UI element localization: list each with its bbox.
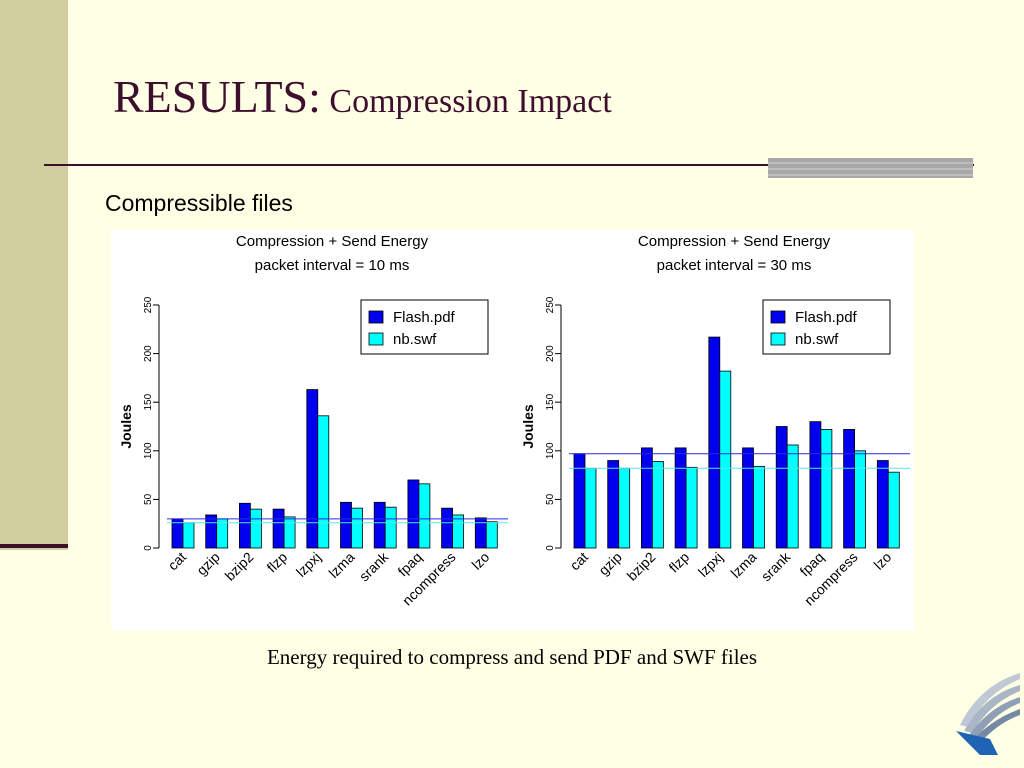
- bar-swf: [249, 508, 262, 549]
- bar-swf: [719, 370, 732, 549]
- bar-pdf: [373, 501, 386, 549]
- bar-swf: [854, 450, 867, 549]
- figure-caption: Energy required to compress and send PDF…: [266, 645, 758, 669]
- legend-swatch: [368, 332, 384, 346]
- side-accent-line: [0, 544, 68, 548]
- bar-pdf: [407, 479, 420, 549]
- bar-pdf: [876, 460, 889, 549]
- bar-swf: [887, 471, 900, 549]
- y-tick-label: 150: [545, 393, 556, 410]
- y-axis-label: Joules: [118, 404, 134, 449]
- slide-title: RESULTS: Compression Impact: [113, 70, 612, 123]
- x-category-label: lzpxj: [695, 549, 726, 580]
- x-category-label: gzip: [193, 549, 223, 579]
- x-category-label: lzpxj: [293, 549, 324, 580]
- y-tick-label: 50: [143, 493, 154, 505]
- bar-swf: [283, 516, 296, 549]
- y-tick-label: 250: [545, 296, 556, 313]
- bar-swf: [651, 461, 664, 549]
- legend-label: nb.swf: [795, 331, 839, 348]
- bar-swf: [820, 429, 833, 549]
- chart-title-line: packet interval = 30 ms: [657, 257, 812, 274]
- chart-30ms: Compression + Send Energy packet interval…: [520, 233, 910, 609]
- y-tick-label: 100: [545, 442, 556, 459]
- y-tick-label: 0: [545, 545, 556, 551]
- bar-swf: [618, 467, 631, 549]
- x-category-label: lzo: [468, 549, 492, 573]
- slide-title-sub: Compression Impact: [320, 83, 612, 120]
- x-category-label: bzip2: [624, 549, 659, 584]
- slide-subtitle: Compressible files: [105, 190, 293, 216]
- bar-pdf: [306, 389, 319, 549]
- legend-swatch: [368, 310, 384, 324]
- bar-pdf: [843, 429, 856, 549]
- bar-swf: [685, 466, 698, 549]
- bar-pdf: [775, 426, 788, 549]
- y-tick-label: 200: [545, 345, 556, 362]
- bar-swf: [753, 465, 765, 549]
- bar-swf: [351, 507, 363, 549]
- chart-legend: Flash.pdf nb.swf: [360, 299, 489, 355]
- y-tick-label: 200: [143, 345, 154, 362]
- x-category-label: srank: [758, 548, 794, 584]
- x-category-label: flzp: [263, 549, 290, 576]
- x-category-label: bzip2: [222, 549, 257, 584]
- legend-label: Flash.pdf: [393, 309, 456, 326]
- x-category-label: flzp: [665, 549, 692, 576]
- chart-10ms: Compression + Send Energy packet interval…: [118, 233, 508, 609]
- y-tick-label: 100: [143, 442, 154, 459]
- chart-legend: Flash.pdf nb.swf: [762, 299, 891, 355]
- chart-title-line: packet interval = 10 ms: [255, 257, 410, 274]
- bar-swf: [485, 521, 498, 549]
- bar-pdf: [640, 447, 653, 549]
- x-category-label: lzo: [870, 549, 894, 573]
- bar-swf: [182, 522, 195, 549]
- bar-pdf: [708, 336, 721, 549]
- y-tick-label: 250: [143, 296, 154, 313]
- chart-title-line: Compression + Send Energy: [638, 233, 831, 250]
- y-tick-label: 150: [143, 393, 154, 410]
- x-category-label: lzma: [727, 549, 759, 581]
- title-rule-block: [768, 158, 973, 178]
- bar-pdf: [272, 508, 285, 549]
- bar-swf: [317, 415, 330, 549]
- y-tick-label: 50: [545, 493, 556, 505]
- x-category-label: cat: [567, 549, 592, 574]
- legend-label: nb.swf: [393, 331, 437, 348]
- chart-area: Compression + Send Energy packet interval…: [111, 230, 914, 630]
- bar-pdf: [742, 447, 754, 549]
- bar-pdf: [674, 447, 687, 549]
- bar-pdf: [809, 421, 822, 549]
- bar-pdf: [607, 460, 620, 549]
- bar-swf: [584, 467, 597, 549]
- slide-title-main: RESULTS:: [113, 71, 321, 122]
- x-category-label: lzma: [325, 549, 357, 581]
- chart-title-line: Compression + Send Energy: [236, 233, 429, 250]
- bar-swf: [452, 514, 465, 549]
- legend-swatch: [770, 332, 786, 346]
- legend-swatch: [770, 310, 786, 324]
- y-tick-label: 0: [143, 545, 154, 551]
- y-axis-label: Joules: [520, 404, 536, 449]
- legend-label: Flash.pdf: [795, 309, 858, 326]
- bar-pdf: [238, 502, 251, 549]
- bar-swf: [384, 506, 397, 549]
- bar-pdf: [205, 514, 218, 549]
- x-category-label: cat: [165, 549, 190, 574]
- university-logo: [956, 673, 1020, 755]
- bar-pdf: [340, 501, 352, 549]
- x-category-label: srank: [356, 548, 392, 584]
- side-band: [0, 0, 68, 550]
- bar-swf: [786, 444, 799, 549]
- x-category-label: gzip: [595, 549, 625, 579]
- bar-pdf: [441, 507, 454, 549]
- bar-swf: [418, 483, 431, 549]
- title-rule: [44, 164, 974, 166]
